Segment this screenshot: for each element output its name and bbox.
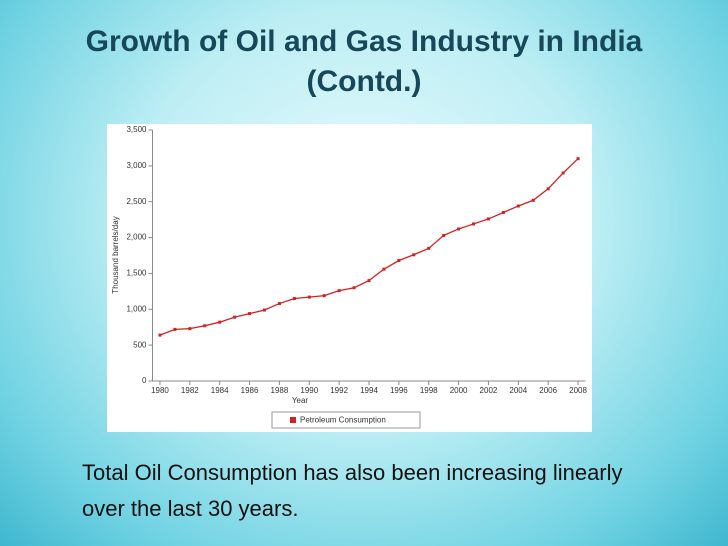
x-tick-label: 1996 [390, 386, 408, 395]
y-tick-label: 0 [142, 376, 147, 385]
x-tick-label: 1994 [360, 386, 378, 395]
y-tick-label: 500 [133, 340, 147, 349]
data-point [427, 246, 431, 250]
x-tick-label: 2002 [480, 386, 498, 395]
data-point [218, 320, 222, 324]
data-point [561, 171, 565, 175]
chart: Year Thousand barrels/day 0 500 1,000 1,500… [111, 125, 588, 429]
data-point [248, 312, 252, 316]
data-point [322, 294, 326, 298]
x-tick-label: 2006 [539, 386, 557, 395]
legend-swatch [290, 417, 296, 423]
data-point [546, 187, 550, 191]
data-point [412, 253, 416, 257]
x-tick-label: 1980 [151, 386, 169, 395]
data-point [531, 198, 535, 202]
data-point [457, 227, 461, 231]
x-tick-label: 1990 [300, 386, 318, 395]
slide-caption: Total Oil Consumption has also been incr… [82, 460, 623, 521]
data-point [158, 333, 162, 337]
x-tick-label: 1988 [271, 386, 289, 395]
slide-title: Growth of Oil and Gas Industry in India … [85, 25, 643, 98]
data-point [576, 157, 580, 161]
y-tick-label: 2,000 [126, 233, 147, 242]
y-axis-label: Thousand barrels/day [111, 216, 120, 293]
y-tick-label: 2,500 [126, 197, 147, 206]
data-point [262, 308, 266, 312]
data-point [486, 217, 490, 221]
x-tick-label: 1986 [241, 386, 259, 395]
x-tick-label: 1982 [181, 386, 199, 395]
data-point [516, 204, 520, 208]
x-tick-label: 1998 [420, 386, 438, 395]
data-point [292, 297, 296, 301]
x-tick-label: 2000 [450, 386, 468, 395]
x-axis-label: Year [292, 396, 309, 405]
y-tick-label: 3,000 [126, 161, 147, 170]
data-point [188, 327, 192, 331]
data-point [352, 286, 356, 290]
data-point [501, 210, 505, 214]
data-point [397, 259, 401, 263]
data-point [367, 279, 371, 283]
y-tick-label: 1,500 [126, 269, 147, 278]
x-tick-label: 1992 [330, 386, 348, 395]
y-tick-label: 1,000 [126, 304, 147, 313]
x-tick-label: 1984 [211, 386, 229, 395]
legend-label: Petroleum Consumption [300, 416, 386, 425]
data-point [173, 327, 177, 331]
data-point [382, 267, 386, 271]
legend-box [271, 411, 421, 429]
x-tick-label: 2008 [569, 386, 587, 395]
data-point [307, 295, 311, 299]
data-point [337, 289, 341, 293]
data-point [442, 233, 446, 237]
data-point [233, 315, 237, 319]
data-point [277, 302, 281, 306]
x-tick-label: 2004 [509, 386, 527, 395]
data-point [472, 222, 476, 226]
y-tick-label: 3,500 [126, 125, 147, 134]
data-point [203, 324, 207, 328]
